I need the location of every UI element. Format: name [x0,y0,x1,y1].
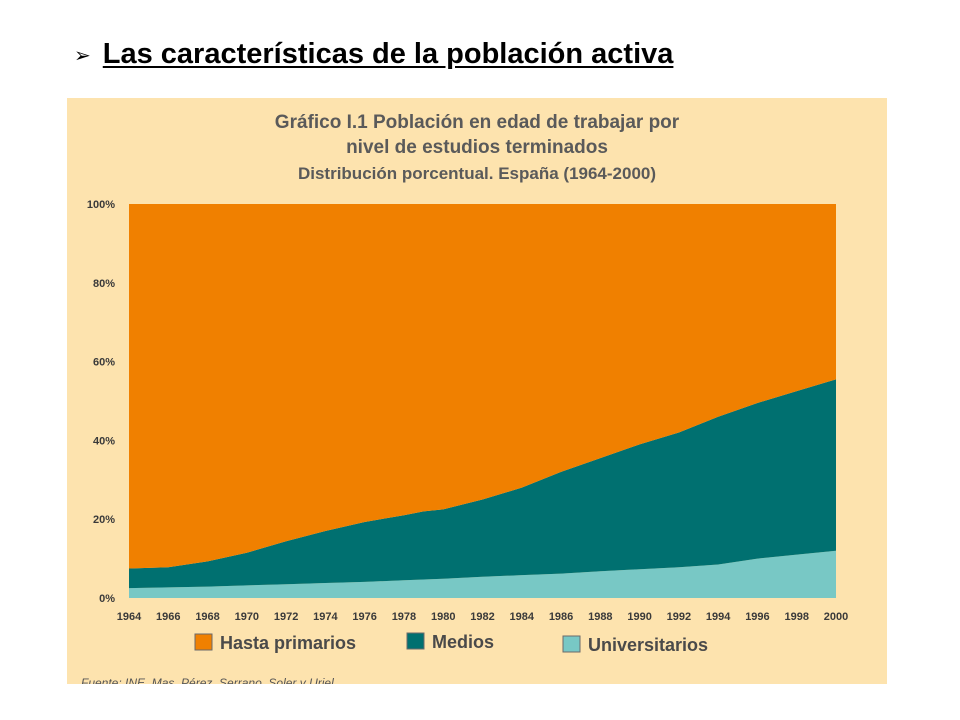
legend-swatch-medios [406,632,425,650]
slide-title: Las características de la población acti… [102,38,674,70]
x-tick-label: 1978 [392,611,416,623]
legend: Hasta primarios Medios Universitarios [194,632,708,655]
x-tick-label: 1992 [667,611,691,623]
x-tick-label: 1966 [156,611,180,623]
chart-title-line-2: nivel de estudios terminados [346,137,608,158]
y-tick-label: 100% [87,199,115,211]
x-tick-label: 1998 [784,611,808,623]
legend-label-medios: Medios [432,632,494,652]
legend-label-hasta-primarios: Hasta primarios [220,633,356,653]
x-tick-label: 1972 [274,611,298,623]
y-tick-label: 60% [93,357,115,369]
x-tick-label: 1974 [313,611,338,623]
x-tick-label: 1996 [745,611,769,623]
x-tick-label: 2000 [824,611,848,623]
area-medios [129,379,836,589]
x-axis: 1964 1966 1968 1970 1972 1974 1976 1978 1980 1982… [117,611,848,623]
x-tick-label: 1980 [431,611,455,623]
source-note: Fuente: INE, Mas, Pérez, Serrano, Soler … [81,676,334,684]
y-tick-label: 40% [93,435,115,447]
legend-swatch-hasta-primarios [194,633,213,651]
area-hasta-primarios [129,204,836,569]
x-tick-label: 1968 [195,611,219,623]
slide-heading: ➢ Las características de la población ac… [74,38,673,71]
area-universitarios [129,550,836,598]
chart-title: Gráfico I.1 Población en edad de trabaja… [275,112,680,133]
x-tick-label: 1970 [235,611,259,623]
x-tick-label: 1982 [470,611,494,623]
x-tick-label: 1994 [706,611,731,623]
x-tick-label: 1964 [117,611,142,623]
x-tick-label: 1986 [549,611,573,623]
area-chart: Gráfico I.1 Población en edad de trabaja… [81,112,848,684]
arrow-bullet-icon: ➢ [74,42,91,67]
plot-area [129,204,836,598]
x-tick-label: 1988 [588,611,612,623]
chart-subtitle: Distribución porcentual. España (1964-20… [298,164,656,183]
y-tick-label: 80% [93,278,115,290]
legend-label-universitarios: Universitarios [588,635,708,655]
x-tick-label: 1990 [627,611,651,623]
chart-panel: Gráfico I.1 Población en edad de trabaja… [67,98,887,684]
x-tick-label: 1984 [510,611,535,623]
y-axis: 0% 20% 40% 60% 80% 100% [87,199,115,605]
y-tick-label: 20% [93,514,115,526]
x-tick-label: 1976 [352,611,376,623]
y-tick-label: 0% [99,593,115,605]
legend-swatch-universitarios [562,635,581,653]
